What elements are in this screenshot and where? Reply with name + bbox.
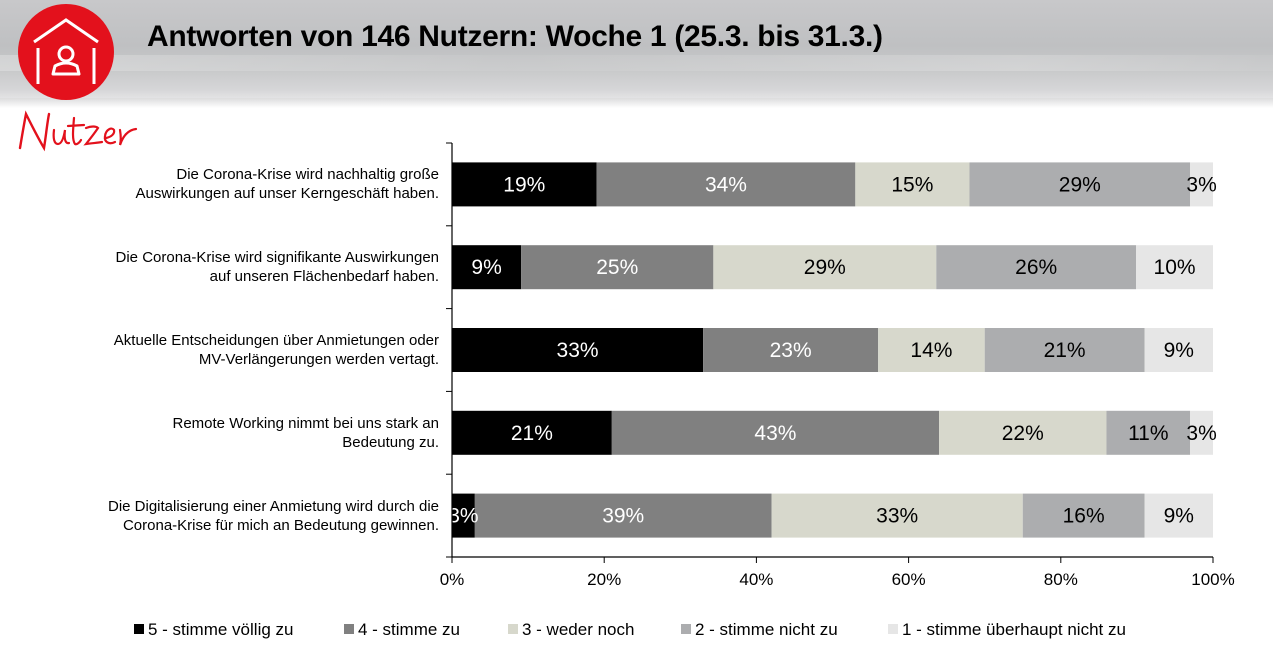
data-label: 43% xyxy=(754,422,796,445)
data-label: 3% xyxy=(1186,173,1216,196)
legend-item: 3 - weder noch xyxy=(508,618,634,642)
bar-segment xyxy=(936,245,1137,290)
bar-segment xyxy=(969,162,1191,207)
category-label-line: Die Corona-Krise wird nachhaltig große xyxy=(176,166,439,184)
bar-segment xyxy=(611,410,940,455)
bar-segment xyxy=(452,328,704,372)
legend-label: 1 - stimme überhaupt nicht zu xyxy=(902,620,1126,639)
x-tick-label: 40% xyxy=(739,570,773,589)
category-label-line: Die Corona-Krise wird signifikante Auswi… xyxy=(115,249,439,267)
legend-label: 5 - stimme völlig zu xyxy=(148,620,294,639)
x-tick-label: 20% xyxy=(587,570,621,589)
bar-segment xyxy=(1106,410,1191,455)
legend-label: 4 - stimme zu xyxy=(358,620,461,639)
bar-segment xyxy=(452,493,475,538)
legend-item: 5 - stimme völlig zu xyxy=(134,618,293,642)
data-label: 22% xyxy=(1002,422,1044,445)
data-label: 34% xyxy=(705,173,747,196)
category-label-line: auf unseren Flächenbedarf haben. xyxy=(209,268,439,286)
legend-label: 2 - stimme nicht zu xyxy=(695,620,838,639)
bar-segment xyxy=(1190,410,1213,455)
data-label: 29% xyxy=(1059,173,1101,196)
category-label-line: Corona-Krise für mich an Bedeutung gewin… xyxy=(122,516,439,534)
data-label: 33% xyxy=(876,505,918,528)
data-label: 15% xyxy=(891,173,933,196)
category-label: Die Corona-Krise wird nachhaltig große Au… xyxy=(59,165,439,203)
bar-segment xyxy=(771,493,1023,538)
legend-swatch xyxy=(344,624,354,634)
category-label: Aktuelle Entscheidungen über Anmietungen… xyxy=(59,331,439,369)
bar-segment xyxy=(984,328,1145,372)
header-texture xyxy=(0,55,1273,71)
category-label-line: Die Digitalisierung einer Anmietung wird… xyxy=(107,497,439,515)
data-label: 16% xyxy=(1063,505,1105,528)
data-label: 9% xyxy=(471,256,501,279)
category-label: Die Digitalisierung einer Anmietung wird… xyxy=(59,497,439,535)
data-label: 26% xyxy=(1015,256,1057,279)
category-label-line: MV-Verlängerungen werden vertagt. xyxy=(198,351,439,368)
axis-mask xyxy=(422,143,452,557)
data-label: 9% xyxy=(1164,505,1194,528)
x-tick-label: 80% xyxy=(1044,570,1078,589)
data-label: 29% xyxy=(804,256,846,279)
legend-item: 4 - stimme zu xyxy=(344,618,460,642)
logo-badge xyxy=(18,4,114,100)
data-label: 25% xyxy=(596,256,638,279)
legend-swatch xyxy=(888,624,898,634)
category-label: Die Corona-Krise wird signifikante Auswi… xyxy=(59,248,439,286)
x-tick-label: 100% xyxy=(1191,570,1234,589)
data-label: 9% xyxy=(1164,339,1194,362)
bar-segment xyxy=(1022,493,1145,538)
data-label: 19% xyxy=(503,173,545,196)
bar-segment xyxy=(1144,328,1213,372)
bar-segment xyxy=(1136,245,1213,290)
category-label: Remote Working nimmt bei uns stark an Bed… xyxy=(59,414,440,452)
header-background xyxy=(0,0,1273,108)
category-label-line: Aktuelle Entscheidungen über Anmietungen… xyxy=(113,332,439,349)
bar-segment xyxy=(703,328,879,372)
bar-segment xyxy=(596,162,856,207)
bar-segment xyxy=(474,493,772,538)
house-person-icon xyxy=(33,18,99,84)
data-label: 33% xyxy=(557,339,599,362)
chart-legend: 5 - stimme völlig zu 4 - stimme zu 3 - wed… xyxy=(0,618,1273,642)
legend-swatch xyxy=(508,624,518,634)
legend-label: 3 - weder noch xyxy=(522,620,635,639)
bar-segment xyxy=(939,410,1107,455)
legend-item: 1 - stimme überhaupt nicht zu xyxy=(888,618,1126,642)
x-tick-label: 0% xyxy=(440,570,465,589)
bar-segment xyxy=(1144,493,1213,538)
data-label: 39% xyxy=(602,505,644,528)
bar-segment xyxy=(521,245,714,290)
bar-segment xyxy=(452,162,597,207)
nutzer-script-logo xyxy=(18,110,138,152)
data-label: 3% xyxy=(1186,422,1216,445)
data-label: 21% xyxy=(1044,339,1086,362)
data-label: 3% xyxy=(448,505,478,528)
legend-swatch xyxy=(134,624,144,634)
bar-segment xyxy=(452,410,612,455)
category-label-line: Auswirkungen auf unser Kerngeschäft habe… xyxy=(135,185,439,203)
page-title: Antworten von 146 Nutzern: Woche 1 (25.3… xyxy=(147,20,883,53)
data-label: 21% xyxy=(511,422,553,445)
data-label: 14% xyxy=(910,339,952,362)
bar-segment xyxy=(713,245,937,290)
data-label: 11% xyxy=(1128,422,1168,445)
legend-item: 2 - stimme nicht zu xyxy=(681,618,838,642)
category-label-line: Remote Working nimmt bei uns stark an xyxy=(172,414,440,432)
bar-segment xyxy=(855,162,970,207)
data-label: 10% xyxy=(1154,256,1196,279)
bar-segment xyxy=(1190,162,1213,207)
data-label: 23% xyxy=(770,339,812,362)
category-label-line: Bedeutung zu. xyxy=(342,433,439,451)
bar-segment xyxy=(878,328,985,372)
x-tick-label: 60% xyxy=(892,570,926,589)
bar-segment xyxy=(452,245,522,290)
legend-swatch xyxy=(681,624,691,634)
